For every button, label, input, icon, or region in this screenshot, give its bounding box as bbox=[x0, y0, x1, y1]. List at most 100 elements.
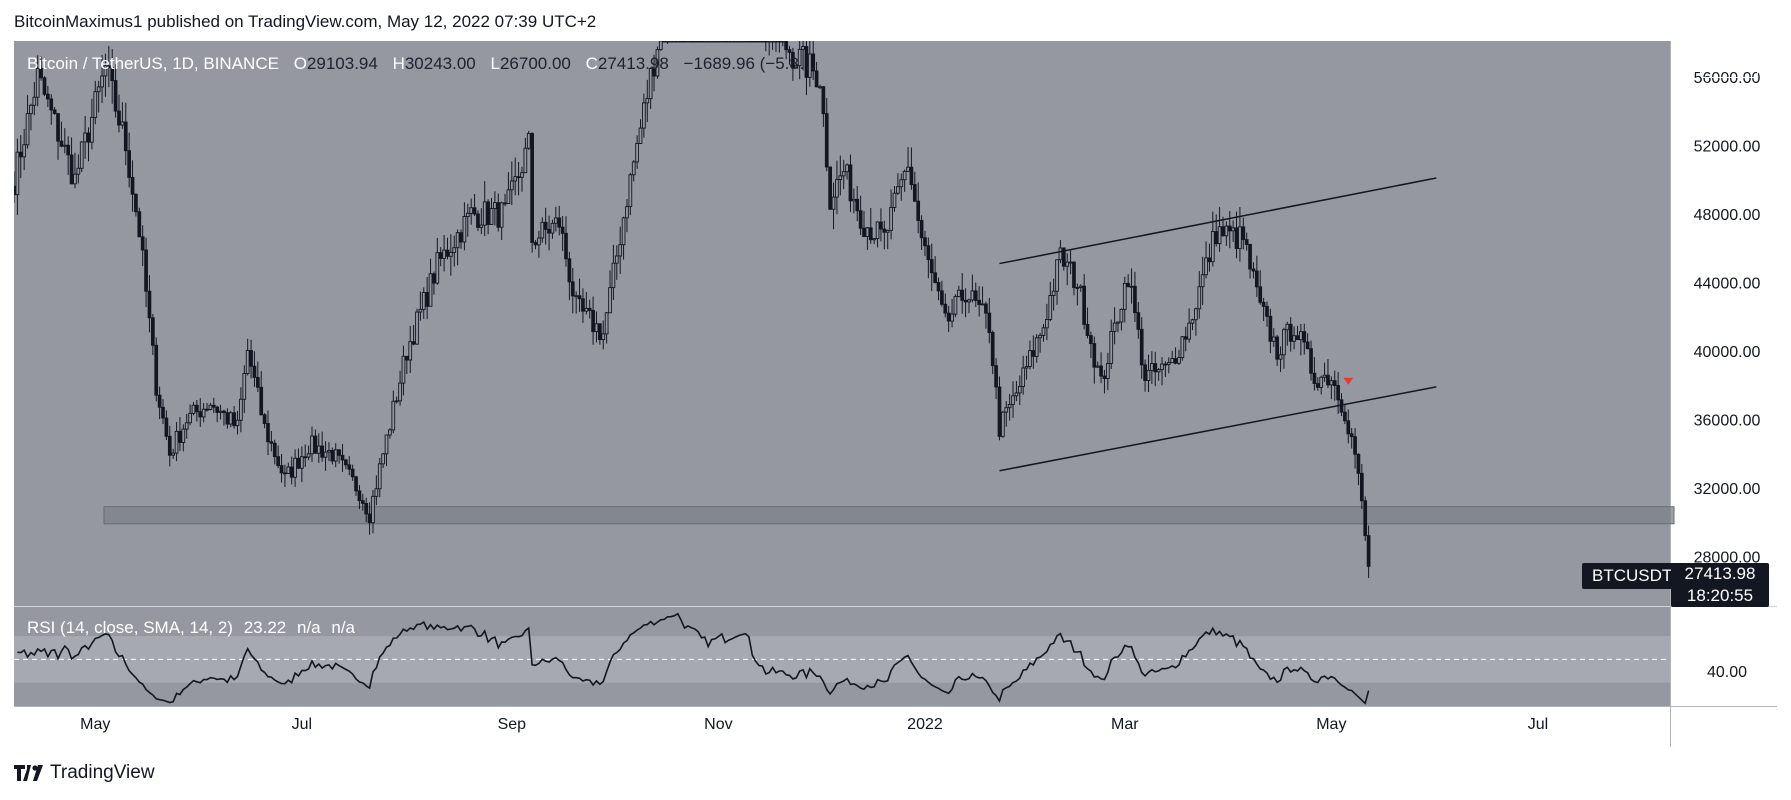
candle-body bbox=[926, 245, 931, 261]
candle-body bbox=[1007, 403, 1012, 409]
candle-body bbox=[807, 53, 812, 78]
candle-body bbox=[852, 198, 856, 202]
price-tick-label: 36000.00 bbox=[1694, 412, 1761, 429]
candle-body bbox=[1068, 261, 1073, 264]
candle-body bbox=[425, 292, 430, 307]
candle-body bbox=[1017, 385, 1022, 394]
candle-body bbox=[205, 408, 209, 411]
candle-body bbox=[1221, 226, 1225, 237]
candle-body bbox=[340, 454, 345, 461]
candle-body bbox=[39, 68, 43, 79]
candle-body bbox=[780, 40, 785, 43]
footer-brand[interactable]: TradingView bbox=[50, 762, 155, 783]
candle-body bbox=[106, 65, 111, 68]
candle-body bbox=[496, 202, 501, 228]
candle-body bbox=[232, 412, 236, 427]
candle-body bbox=[726, 40, 731, 43]
support-zone bbox=[103, 506, 1675, 525]
rsi-label[interactable]: RSI (14, close, SMA, 14, 2) bbox=[27, 618, 233, 637]
rsi-na-1: n/a bbox=[296, 618, 321, 637]
rsi-na-2: n/a bbox=[331, 618, 355, 637]
candle-body bbox=[401, 355, 406, 384]
candle-body bbox=[79, 141, 84, 169]
currency-badge[interactable]: USDT bbox=[1700, 50, 1758, 78]
candle-body bbox=[540, 221, 545, 239]
candle-body bbox=[821, 86, 826, 115]
candle-body bbox=[1011, 395, 1015, 405]
candle-body bbox=[1271, 336, 1276, 342]
open-value: 29103.94 bbox=[306, 54, 378, 73]
candle-body bbox=[1295, 335, 1300, 341]
candle-body bbox=[791, 51, 795, 69]
candle-body bbox=[530, 133, 534, 243]
price-chart[interactable]: 56000.00 52000.00 48000.00 44000.00 40000.00… bbox=[12, 0, 1777, 747]
candle-body bbox=[46, 93, 50, 100]
candle-body bbox=[1349, 433, 1354, 438]
candle-body bbox=[1126, 282, 1131, 288]
time-tick-label: 2022 bbox=[907, 716, 943, 733]
candle-body bbox=[1197, 286, 1202, 310]
candle-body bbox=[1194, 308, 1198, 321]
candle-body bbox=[946, 312, 951, 322]
breakdown-arrow-marker bbox=[1343, 377, 1354, 385]
candle-body bbox=[327, 450, 331, 453]
candle-body bbox=[621, 217, 626, 246]
candle-body bbox=[604, 312, 609, 335]
candle-body bbox=[1275, 336, 1280, 360]
candle-body bbox=[520, 172, 524, 178]
candle-body bbox=[950, 313, 954, 322]
candle-body bbox=[760, 40, 765, 43]
candle-body bbox=[452, 247, 457, 253]
close-value: 27413.98 bbox=[597, 54, 669, 73]
candle-body bbox=[25, 113, 30, 146]
candle-body bbox=[12, 185, 16, 196]
candle-body bbox=[1248, 244, 1252, 270]
candle-body bbox=[696, 40, 700, 43]
candle-body bbox=[482, 201, 487, 226]
candle-body bbox=[862, 227, 866, 237]
candle-body bbox=[662, 40, 667, 43]
candle-body bbox=[100, 75, 104, 88]
candle-body bbox=[733, 40, 738, 43]
candle-body bbox=[137, 211, 142, 238]
candle-body bbox=[672, 40, 677, 43]
candle-body bbox=[560, 226, 565, 234]
candle-body bbox=[747, 40, 751, 43]
candle-body bbox=[1210, 231, 1215, 263]
candle-body bbox=[1095, 365, 1100, 368]
candle-body bbox=[279, 465, 284, 474]
candle-body bbox=[553, 217, 558, 224]
candle-body bbox=[1326, 374, 1330, 386]
candle-body bbox=[421, 292, 426, 310]
candle-body bbox=[628, 174, 633, 208]
candle-body bbox=[503, 202, 507, 205]
candle-body bbox=[526, 133, 531, 149]
symbol-title[interactable]: Bitcoin / TetherUS, 1D, BINANCE bbox=[27, 54, 279, 73]
candle-body bbox=[943, 303, 948, 314]
candle-body bbox=[367, 513, 372, 524]
candle-body bbox=[255, 376, 260, 388]
candle-body bbox=[147, 290, 152, 319]
candle-body bbox=[310, 435, 314, 455]
candle-body bbox=[811, 53, 816, 72]
candle-body bbox=[679, 40, 683, 43]
candle-body bbox=[750, 40, 755, 43]
candle-body bbox=[669, 40, 673, 43]
candle-body bbox=[655, 49, 660, 77]
candle-body bbox=[455, 232, 460, 249]
rsi-line bbox=[17, 612, 1370, 705]
candle-body bbox=[486, 201, 490, 225]
candle-body bbox=[83, 132, 87, 143]
candle-body bbox=[838, 175, 843, 181]
candle-body bbox=[933, 272, 937, 283]
candle-body bbox=[289, 466, 294, 478]
candle-body bbox=[736, 40, 741, 43]
candle-body bbox=[69, 154, 74, 185]
tradingview-logo-icon[interactable] bbox=[14, 765, 44, 781]
chart-frame[interactable]: 56000.00 52000.00 48000.00 44000.00 40000.00… bbox=[12, 0, 1777, 747]
candle-body bbox=[164, 417, 169, 437]
candle-body bbox=[262, 414, 267, 424]
footer: TradingView bbox=[14, 762, 155, 784]
candle-body bbox=[509, 180, 514, 191]
candle-body bbox=[953, 295, 958, 315]
